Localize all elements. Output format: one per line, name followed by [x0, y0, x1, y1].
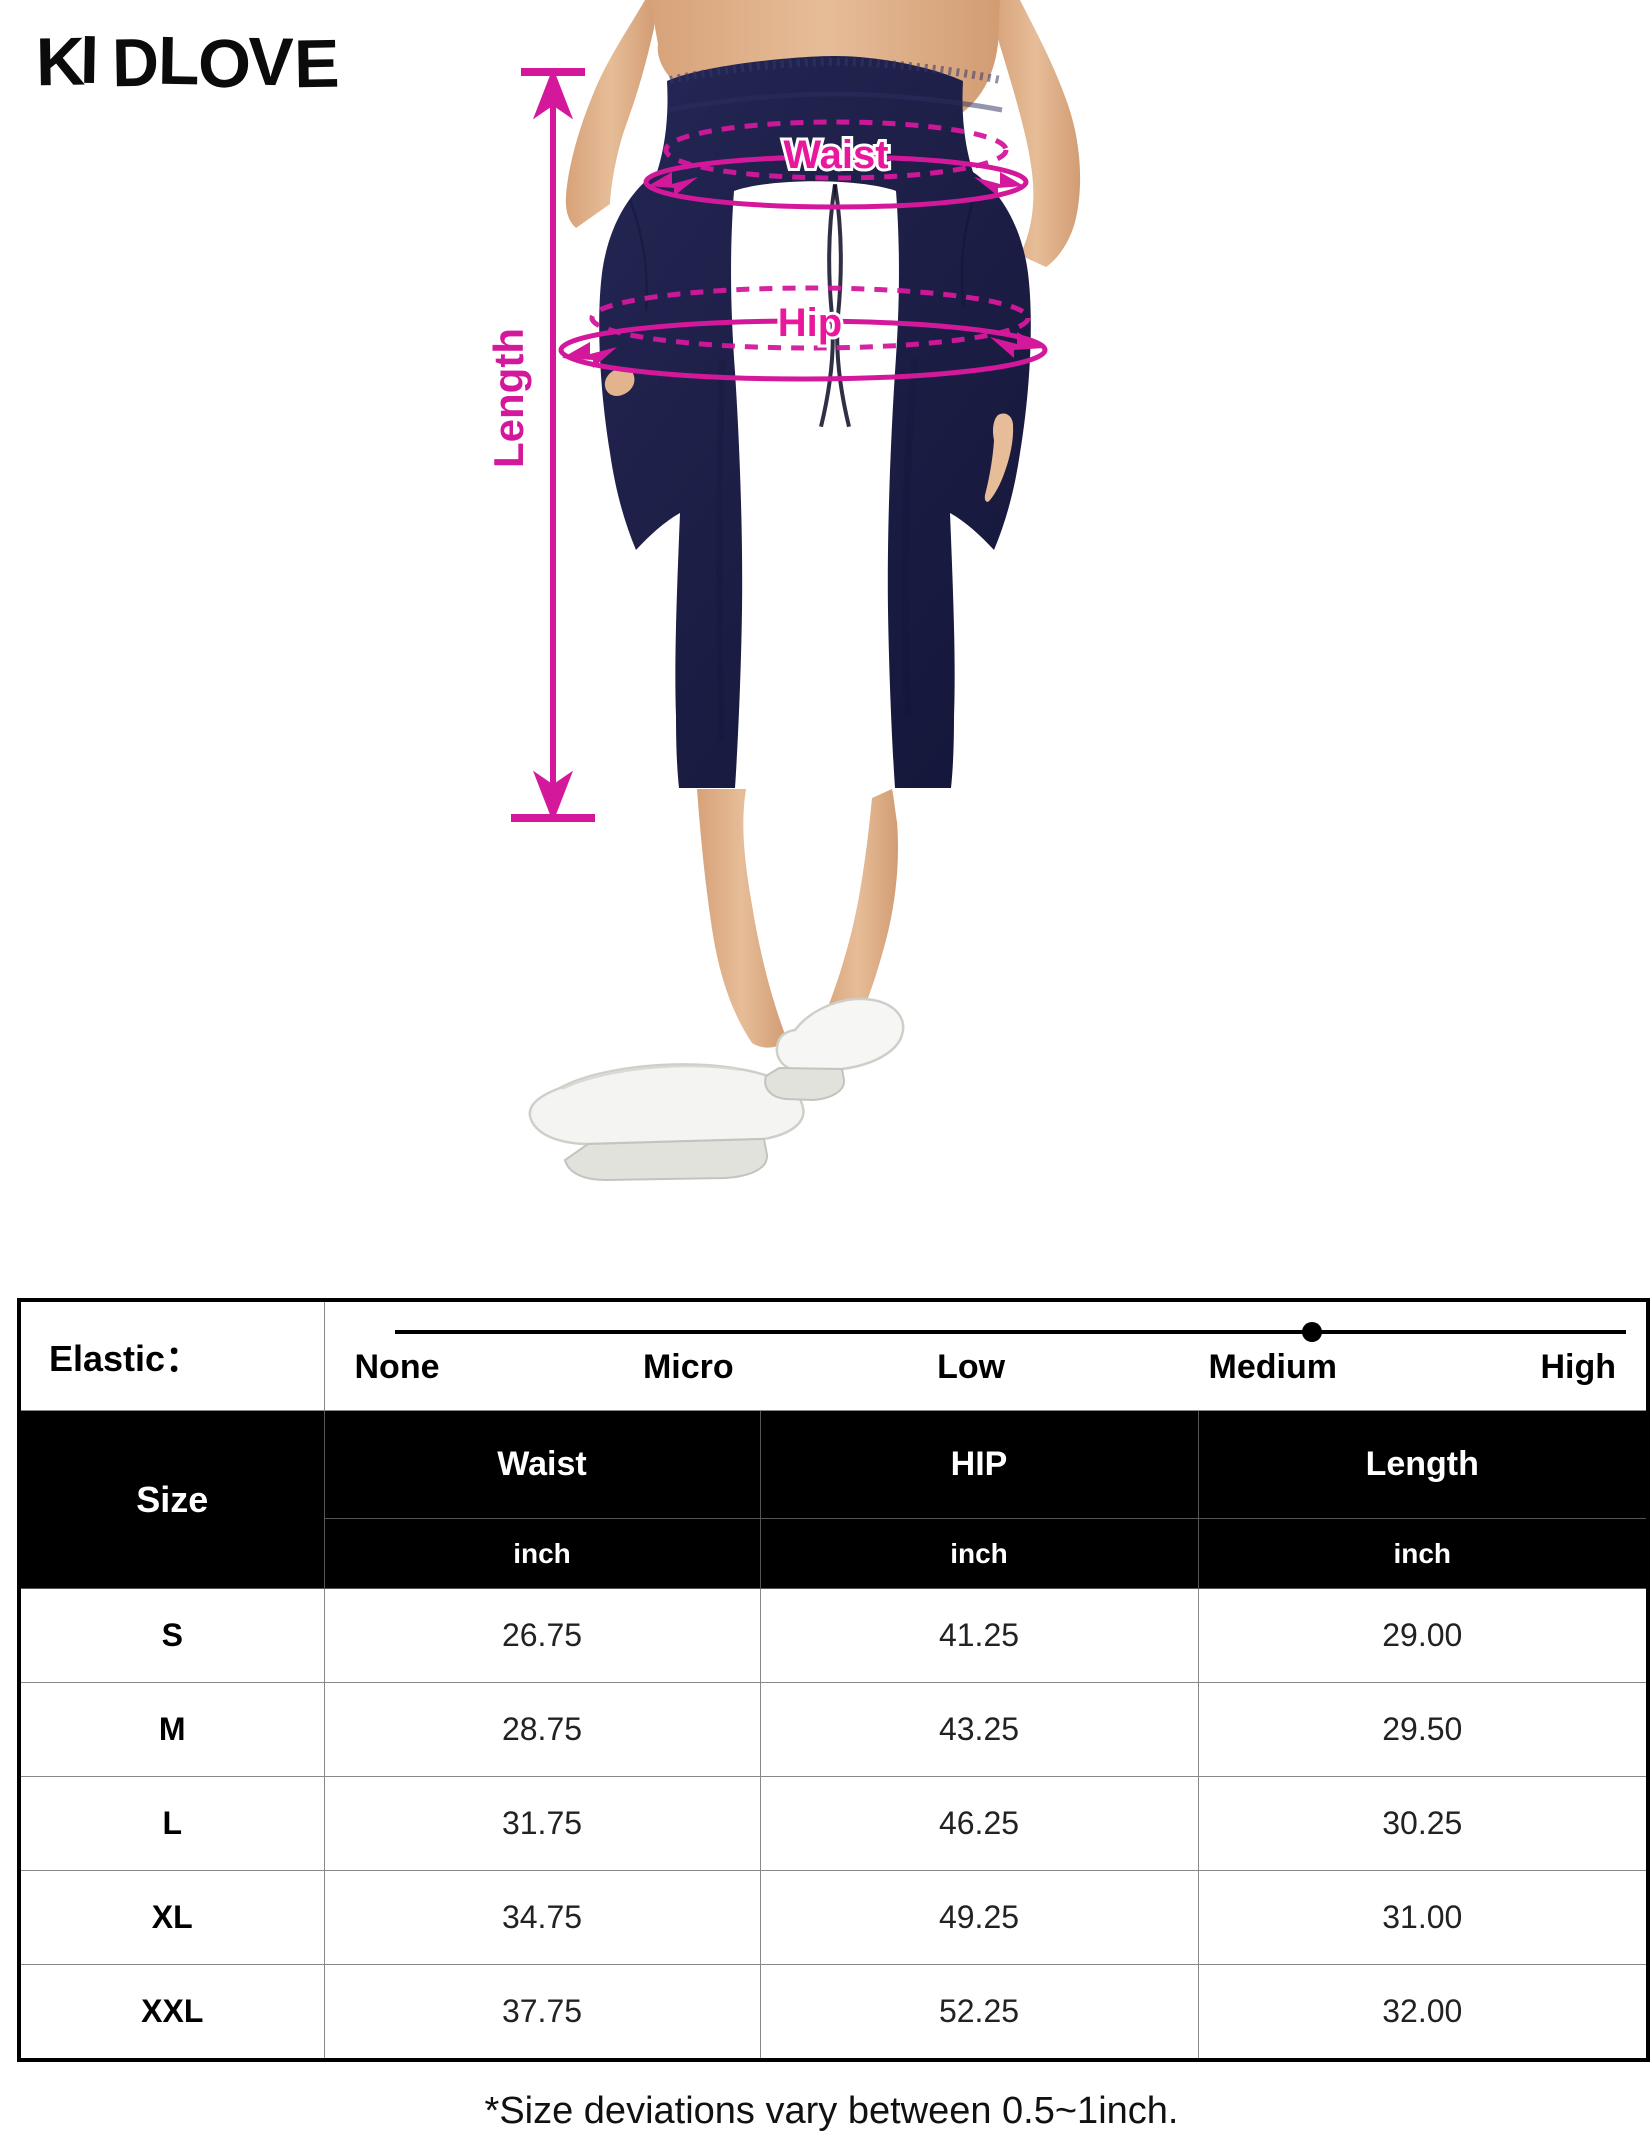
svg-text:Hip: Hip [778, 301, 842, 345]
svg-text:Waist: Waist [783, 133, 888, 177]
svg-text:Length: Length [485, 328, 532, 468]
